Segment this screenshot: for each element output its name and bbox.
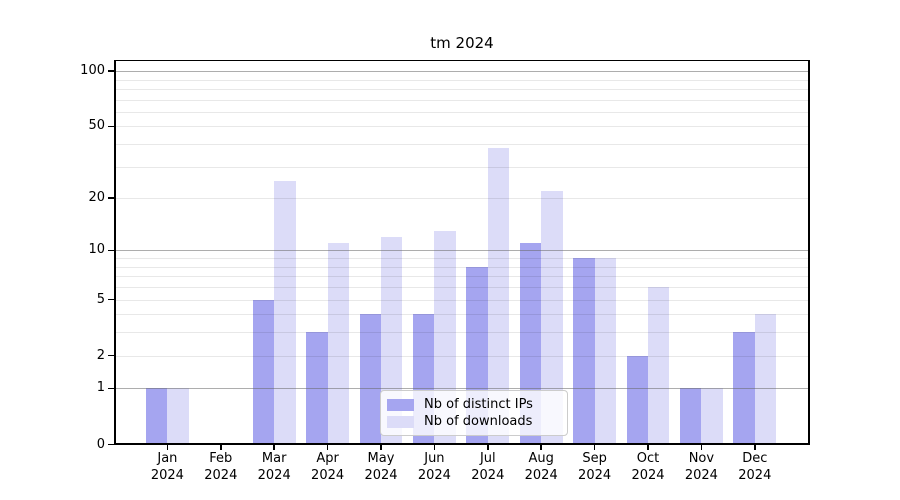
y-tick-label-50: 50	[88, 118, 105, 134]
bar-jul-downloads	[487, 148, 510, 445]
x-tick-mark-feb	[220, 444, 222, 450]
x-tick-mark-sep	[593, 444, 596, 450]
minor-gridline-9	[114, 258, 810, 260]
x-tick-mark-dec	[754, 444, 756, 450]
x-tick-mark-oct	[647, 444, 649, 450]
x-tick-label-feb: Feb 2024	[204, 451, 238, 483]
legend-swatch-downloads	[387, 415, 414, 428]
x-tick-mark-mar	[273, 444, 275, 450]
y-tick-label-20: 20	[88, 190, 105, 206]
x-tick-mark-jul	[487, 444, 489, 450]
major-gridline-1	[114, 388, 810, 390]
left-spine	[114, 59, 116, 445]
y-tick-mark-0	[108, 443, 114, 446]
minor-gridline-5	[114, 299, 810, 301]
y-tick-mark-50	[108, 125, 114, 128]
legend-label-distinct-ips: Nb of distinct IPs	[424, 397, 533, 412]
bar-aug-downloads	[541, 190, 563, 445]
major-gridline-10	[114, 250, 810, 252]
x-tick-mark-aug	[540, 444, 542, 450]
legend-swatch-distinct-ips	[387, 398, 414, 411]
y-tick-mark-2	[108, 354, 114, 357]
x-tick-label-apr: Apr 2024	[311, 451, 345, 483]
plot-area	[114, 59, 810, 445]
right-spine	[808, 59, 810, 445]
legend: Nb of distinct IPs Nb of downloads	[380, 390, 568, 436]
x-tick-label-jan: Jan 2024	[150, 451, 184, 483]
minor-gridline-80	[114, 88, 810, 90]
bar-jan-downloads	[167, 388, 189, 445]
x-tick-mark-nov	[700, 444, 703, 450]
y-tick-label-2: 2	[96, 347, 105, 363]
x-tick-label-jun: Jun 2024	[417, 451, 451, 483]
y-tick-label-10: 10	[88, 242, 105, 258]
minor-gridline-50	[114, 126, 810, 128]
bar-oct-distinct-ips	[626, 355, 648, 445]
y-tick-mark-10	[108, 249, 114, 252]
x-tick-mark-jan	[166, 444, 169, 450]
y-tick-label-1: 1	[96, 380, 105, 396]
minor-gridline-4	[114, 314, 810, 316]
bar-may-distinct-ips	[359, 314, 381, 445]
bar-dec-downloads	[754, 314, 777, 445]
y-tick-mark-20	[108, 197, 114, 199]
x-tick-label-may: May 2024	[364, 451, 398, 483]
bar-sep-downloads	[594, 258, 616, 445]
bottom-spine	[114, 442, 810, 445]
minor-gridline-70	[114, 99, 810, 101]
chart-title: tm 2024	[430, 34, 494, 52]
x-tick-label-dec: Dec 2024	[738, 451, 772, 483]
x-tick-label-oct: Oct 2024	[631, 451, 665, 483]
minor-gridline-8	[114, 266, 810, 268]
minor-gridline-7	[114, 276, 810, 278]
minor-gridline-60	[114, 111, 810, 113]
x-tick-mark-may	[380, 444, 382, 450]
x-tick-label-nov: Nov 2024	[684, 451, 718, 483]
y-tick-label-0: 0	[96, 436, 105, 452]
x-tick-label-mar: Mar 2024	[257, 451, 291, 483]
minor-gridline-6	[114, 287, 810, 289]
bar-sep-distinct-ips	[573, 258, 595, 445]
y-tick-label-5: 5	[96, 291, 105, 307]
bar-apr-downloads	[327, 243, 349, 445]
top-spine	[114, 59, 810, 62]
bar-nov-distinct-ips	[680, 388, 702, 445]
x-tick-mark-apr	[326, 444, 329, 450]
x-tick-mark-jun	[433, 444, 436, 450]
minor-gridline-90	[114, 79, 810, 81]
major-gridline-100	[114, 71, 810, 73]
minor-gridline-30	[114, 166, 810, 168]
bar-nov-downloads	[701, 388, 723, 445]
bar-oct-downloads	[648, 287, 670, 445]
bar-jan-distinct-ips	[146, 388, 168, 445]
y-tick-label-100: 100	[80, 63, 105, 79]
minor-gridline-3	[114, 332, 810, 334]
bar-mar-downloads	[274, 180, 296, 445]
legend-label-downloads: Nb of downloads	[424, 414, 533, 429]
x-tick-label-aug: Aug 2024	[524, 451, 558, 483]
y-tick-mark-100	[108, 70, 114, 72]
minor-gridline-40	[114, 144, 810, 146]
y-tick-mark-5	[108, 298, 114, 301]
legend-item-distinct-ips: Nb of distinct IPs	[387, 397, 559, 412]
x-tick-label-sep: Sep 2024	[578, 451, 612, 483]
legend-item-downloads: Nb of downloads	[387, 414, 559, 429]
y-tick-mark-1	[108, 387, 114, 390]
minor-gridline-2	[114, 355, 810, 357]
bar-mar-distinct-ips	[252, 299, 275, 445]
minor-gridline-20	[114, 198, 810, 200]
x-tick-label-jul: Jul 2024	[471, 451, 505, 483]
